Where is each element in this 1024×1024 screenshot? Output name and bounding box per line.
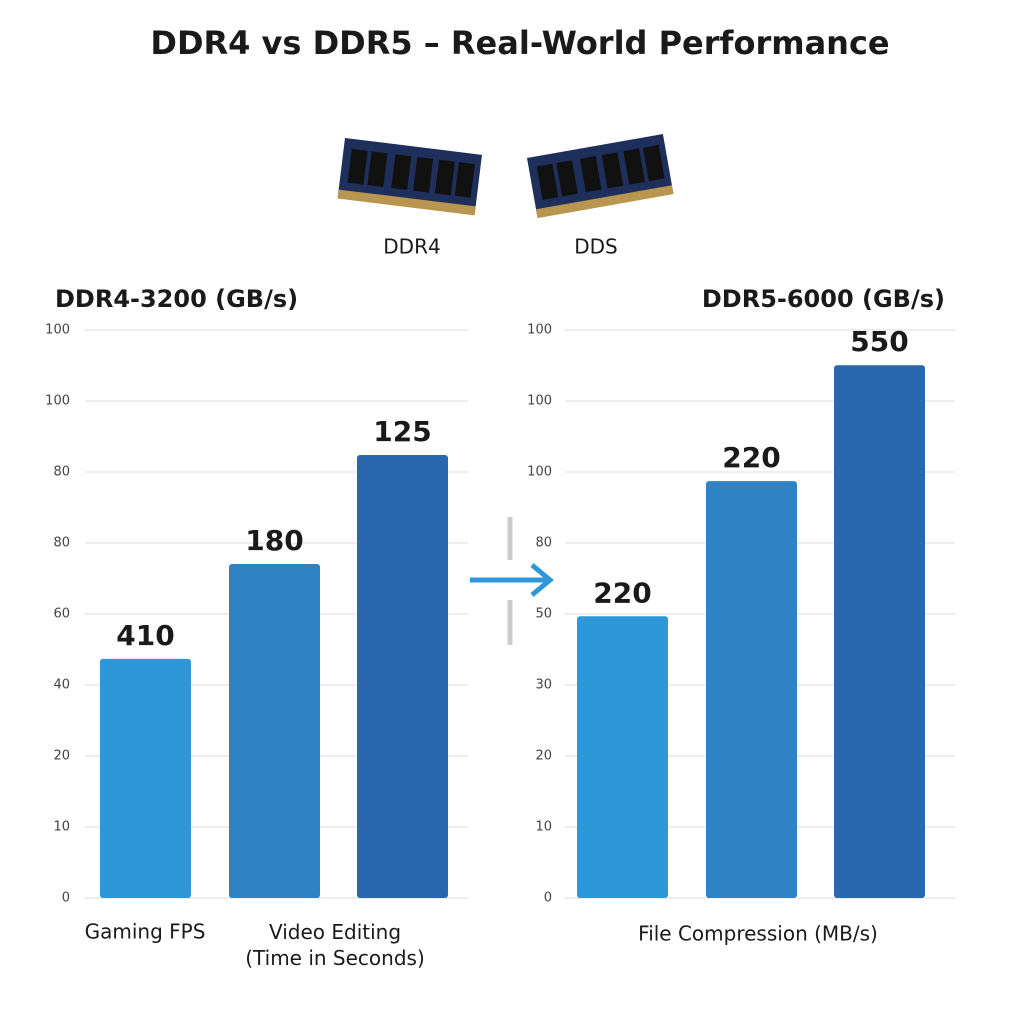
bar — [577, 616, 668, 898]
bar — [357, 454, 448, 898]
y-tick-label: 0 — [544, 891, 552, 906]
bar — [706, 481, 797, 898]
ddr5-module — [527, 134, 674, 219]
value-label: 410 — [116, 619, 174, 652]
page-title: DDR4 vs DDR5 – Real-World Performance — [150, 24, 889, 62]
chart-title: DDR5-6000 (GB/s) — [702, 285, 945, 313]
y-tick-label: 100 — [527, 323, 552, 338]
y-tick-label: 10 — [53, 820, 70, 835]
bar — [834, 365, 925, 898]
y-tick-label: 100 — [527, 465, 552, 480]
bar — [229, 564, 320, 898]
ddr4-module — [337, 138, 482, 216]
y-tick-label: 40 — [53, 678, 70, 693]
y-tick-label: 80 — [53, 536, 70, 551]
y-tick-label: 80 — [53, 465, 70, 480]
y-tick-label: 60 — [53, 607, 70, 622]
y-tick-label: 20 — [53, 749, 70, 764]
value-label: 180 — [245, 524, 303, 557]
y-tick-label: 0 — [62, 891, 70, 906]
y-tick-label: 10 — [535, 820, 552, 835]
transition-arrow — [470, 517, 554, 645]
bar — [100, 658, 191, 898]
y-tick-label: 100 — [527, 394, 552, 409]
x-category-label: Video Editing (Time in Seconds) — [245, 920, 425, 970]
y-tick-label: 30 — [535, 678, 552, 693]
y-tick-label: 100 — [45, 394, 70, 409]
chart-title: DDR4-3200 (GB/s) — [55, 285, 298, 313]
value-label: 220 — [722, 441, 780, 474]
value-label: 220 — [593, 576, 651, 609]
module-label: DDS — [574, 235, 618, 259]
y-tick-label: 20 — [535, 749, 552, 764]
value-label: 550 — [850, 325, 908, 358]
x-category-label: File Compression (MB/s) — [638, 922, 878, 946]
x-category-label: Gaming FPS — [85, 920, 206, 944]
module-label: DDR4 — [383, 235, 440, 259]
y-tick-label: 80 — [535, 536, 552, 551]
y-tick-label: 100 — [45, 323, 70, 338]
value-label: 125 — [373, 415, 431, 448]
y-tick-label: 50 — [535, 607, 552, 622]
